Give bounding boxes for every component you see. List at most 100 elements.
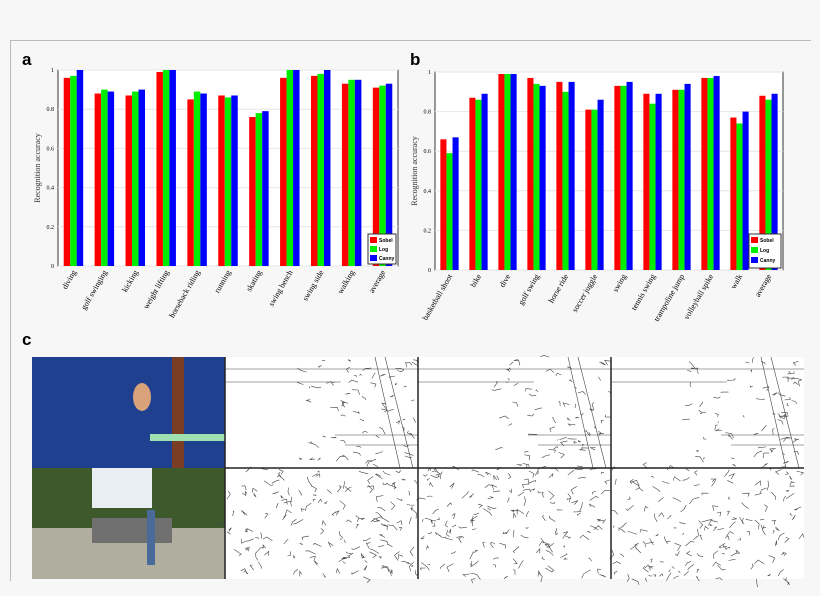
bar-log <box>101 89 108 266</box>
chart-b: 0 0.2 0.4 0.6 0.8 1 Recognition accuracy basket… <box>410 70 784 323</box>
y-axis-label: Recognition accuracy <box>33 133 42 203</box>
bar-log <box>193 91 201 266</box>
bar-sobel <box>556 81 563 271</box>
bar-canny <box>771 93 778 270</box>
bar-log <box>736 123 743 270</box>
x-tick-label: horse ride <box>547 272 571 304</box>
bar-sobel <box>614 85 621 270</box>
image-diving-Canny <box>610 356 804 469</box>
image-basketball-Canny <box>609 462 805 588</box>
x-tick-label: bike <box>469 272 484 289</box>
x-tick-label: swing <box>611 273 628 294</box>
bar-sobel <box>280 77 287 266</box>
x-tick-label: dive <box>498 272 513 289</box>
bar-log <box>70 75 77 266</box>
y-tick-label: 0 <box>428 268 431 274</box>
image-diving-Sobel <box>224 356 419 469</box>
bar-log <box>765 99 772 270</box>
x-tick-label: average <box>367 268 387 294</box>
bar-sobel <box>759 95 766 270</box>
legend: Sobel Log Canny <box>367 233 397 265</box>
bar-canny <box>452 137 459 270</box>
bar-sobel <box>440 139 447 270</box>
x-tick-label: volleyball spike <box>682 272 715 321</box>
legend-swatch <box>370 246 377 252</box>
bar-sobel <box>701 77 708 270</box>
x-tick-label: basketball shoot <box>421 272 455 322</box>
panel-label-a: a <box>22 50 32 69</box>
y-tick-label: 0.6 <box>424 149 432 155</box>
x-tick-label: walk <box>729 273 745 291</box>
bar-canny <box>510 73 517 270</box>
bar-canny <box>200 93 207 267</box>
x-tick-label: swing bench <box>267 269 295 308</box>
bar-canny <box>169 70 176 266</box>
bar-canny <box>655 93 662 270</box>
bar-canny <box>742 111 749 270</box>
bar-sobel <box>310 75 318 266</box>
bar-log <box>678 89 685 270</box>
bar-log <box>707 77 714 270</box>
x-tick-label: weight lifting <box>141 269 170 311</box>
x-tick-label: trampoline jump <box>652 273 686 323</box>
legend-label: Canny <box>379 256 395 262</box>
legend-swatch <box>370 237 377 243</box>
bar-log <box>591 109 598 271</box>
edge-lines <box>418 354 613 469</box>
x-tick-label: golf swinging <box>79 269 109 312</box>
bar-log <box>620 85 627 270</box>
bar-sobel <box>730 117 737 270</box>
bar-sobel <box>585 109 592 271</box>
legend-label: Sobel <box>379 238 393 244</box>
edge-lines <box>219 466 418 583</box>
bar-sobel <box>249 117 256 266</box>
bar-canny <box>539 85 546 270</box>
y-tick-label: 0.2 <box>47 225 55 231</box>
bar-log <box>348 79 355 266</box>
bar-canny <box>385 83 393 266</box>
legend-label: Log <box>760 248 769 254</box>
bar-sobel <box>125 95 133 266</box>
bar-canny <box>354 79 362 266</box>
y-tick-label: 0.4 <box>424 189 432 195</box>
x-tick-label: soccer juggle <box>570 272 599 314</box>
bar-log <box>562 91 569 270</box>
bar-sobel <box>63 77 71 266</box>
bar-sobel <box>187 99 194 267</box>
x-tick-label: golf swing <box>516 273 541 307</box>
image-basketball-original <box>32 468 225 579</box>
bar-log <box>255 113 263 267</box>
y-tick-label: 1 <box>428 70 431 76</box>
image-basketball-Log <box>416 464 611 584</box>
image-basketball-Sobel <box>219 466 418 583</box>
bar-sobel <box>341 83 349 266</box>
bar-sobel <box>94 93 102 267</box>
y-axis-label: Recognition accuracy <box>410 136 419 206</box>
y-tick-label: 1 <box>51 68 54 74</box>
bar-log <box>533 83 540 270</box>
bar-canny <box>293 70 300 266</box>
bar-log <box>504 73 511 270</box>
x-tick-label: running <box>212 269 232 295</box>
bar-log <box>286 70 294 266</box>
bar-log <box>132 91 139 266</box>
bar-canny <box>481 93 488 270</box>
bar-canny <box>568 81 575 271</box>
y-tick-label: 0.8 <box>424 110 432 116</box>
x-tick-label: walking <box>336 269 357 296</box>
legend: Sobel Log Canny <box>748 233 782 269</box>
x-tick-label: horseback riding <box>167 269 202 320</box>
bar-canny <box>713 75 720 271</box>
bar-log <box>475 99 482 270</box>
legend-label: Canny <box>760 258 776 264</box>
image-diving-original <box>32 357 225 468</box>
y-tick-label: 0.2 <box>424 228 432 234</box>
bar-log <box>317 73 324 266</box>
bar-log <box>224 97 232 266</box>
bar-sobel <box>527 77 534 270</box>
y-tick-label: 0 <box>51 264 54 270</box>
figure-frame <box>10 40 811 581</box>
legend-swatch <box>370 255 377 261</box>
bar-log <box>379 85 386 267</box>
